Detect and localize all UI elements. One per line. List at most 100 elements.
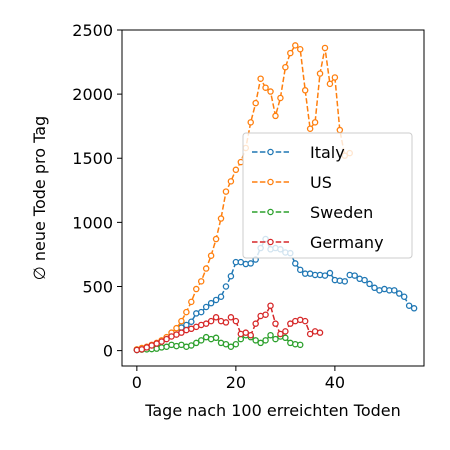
- tick-layer: 0 20 40 0 500 1000 1500 2000 2500: [72, 21, 345, 392]
- legend-label: Sweden: [310, 203, 373, 222]
- data-point-germany: [272, 320, 279, 327]
- data-point-italy: [183, 321, 190, 329]
- data-point-italy: [296, 266, 304, 274]
- data-point-sweden: [197, 337, 205, 344]
- data-point-us: [212, 235, 220, 243]
- legend: Italy US Sweden Germany: [242, 132, 413, 259]
- data-point-us: [336, 126, 344, 134]
- data-point-italy: [366, 280, 373, 288]
- data-point-sweden: [232, 340, 240, 348]
- data-point-us: [222, 188, 230, 195]
- data-point-germany: [306, 330, 314, 338]
- data-point-sweden: [272, 335, 279, 343]
- data-point-germany: [277, 330, 284, 338]
- data-point-italy: [351, 272, 358, 279]
- y-tick-label: 1500: [72, 149, 113, 168]
- data-point-germany: [247, 331, 254, 339]
- y-tick-label: 0: [103, 342, 113, 361]
- y-tick-label: 1000: [72, 213, 113, 232]
- series-layer: [133, 42, 418, 354]
- data-point-italy: [361, 276, 368, 284]
- data-point-us: [257, 75, 264, 82]
- data-point-us: [306, 125, 314, 132]
- data-point-germany: [163, 335, 170, 343]
- legend-marker: [267, 238, 274, 246]
- x-tick-label: 20: [226, 373, 246, 392]
- data-point-germany: [202, 320, 210, 327]
- data-point-us: [188, 298, 195, 306]
- data-point-italy: [371, 284, 378, 292]
- data-point-us: [301, 87, 309, 94]
- data-point-germany: [232, 317, 240, 325]
- x-tick-label: 0: [132, 373, 142, 392]
- data-point-us: [227, 178, 235, 185]
- y-tick-label: 500: [82, 277, 113, 296]
- data-point-sweden: [188, 342, 195, 349]
- data-point-us: [331, 74, 339, 81]
- data-point-us: [207, 252, 215, 259]
- data-point-germany: [316, 329, 324, 336]
- data-point-italy: [341, 278, 349, 285]
- data-point-sweden: [296, 341, 304, 349]
- data-point-us: [296, 45, 304, 53]
- data-point-sweden: [237, 335, 245, 343]
- data-point-us: [282, 63, 289, 71]
- x-tick-label: 40: [325, 373, 345, 392]
- data-point-us: [252, 99, 259, 107]
- data-point-us: [311, 119, 319, 126]
- data-point-us: [247, 119, 254, 126]
- legend-item-italy: Italy: [252, 143, 345, 162]
- data-point-sweden: [257, 339, 264, 347]
- data-point-italy: [400, 293, 408, 300]
- data-point-us: [262, 84, 269, 91]
- data-point-italy: [391, 287, 398, 294]
- y-tick-label: 2000: [72, 85, 113, 104]
- y-tick-label: 2500: [72, 21, 113, 40]
- legend-box: [242, 132, 413, 259]
- data-point-us: [232, 166, 240, 174]
- data-point-germany: [282, 328, 289, 335]
- data-point-germany: [252, 320, 259, 327]
- legend-item-us: US: [252, 173, 332, 192]
- data-point-us: [267, 88, 274, 95]
- legend-label: Italy: [310, 143, 345, 162]
- data-point-us: [277, 94, 284, 102]
- data-point-sweden: [262, 337, 269, 344]
- x-axis-title: Tage nach 100 erreichten Toden: [144, 401, 401, 420]
- y-axis-title: ∅ neue Tode pro Tag: [30, 116, 49, 280]
- data-point-italy: [188, 318, 195, 326]
- data-point-us: [326, 80, 334, 88]
- data-point-italy: [405, 302, 413, 309]
- data-point-italy: [292, 260, 299, 267]
- legend-marker: [267, 208, 274, 216]
- data-point-germany: [301, 317, 309, 325]
- plot-frame: [121, 29, 425, 367]
- data-point-germany: [287, 320, 294, 327]
- data-point-italy: [395, 290, 403, 297]
- data-point-germany: [242, 329, 250, 336]
- data-point-italy: [227, 272, 235, 280]
- data-point-germany: [262, 311, 269, 318]
- data-point-italy: [202, 303, 210, 311]
- data-point-sweden: [222, 340, 230, 348]
- data-point-us: [217, 215, 225, 222]
- data-point-germany: [212, 314, 220, 321]
- data-point-italy: [247, 260, 254, 267]
- data-point-italy: [217, 293, 225, 300]
- legend-label: Germany: [310, 233, 384, 252]
- data-point-us: [292, 42, 299, 49]
- legend-marker: [267, 148, 274, 156]
- data-point-us: [316, 70, 324, 77]
- legend-marker: [267, 178, 274, 186]
- data-point-italy: [212, 296, 220, 304]
- data-point-sweden: [193, 339, 200, 347]
- data-point-us: [287, 49, 294, 57]
- data-point-us: [193, 285, 200, 293]
- legend-item-sweden: Sweden: [252, 203, 373, 222]
- data-point-italy: [326, 269, 334, 277]
- data-point-us: [321, 44, 329, 52]
- data-point-us: [197, 278, 205, 285]
- data-point-sweden: [282, 334, 289, 342]
- data-point-italy: [207, 299, 215, 307]
